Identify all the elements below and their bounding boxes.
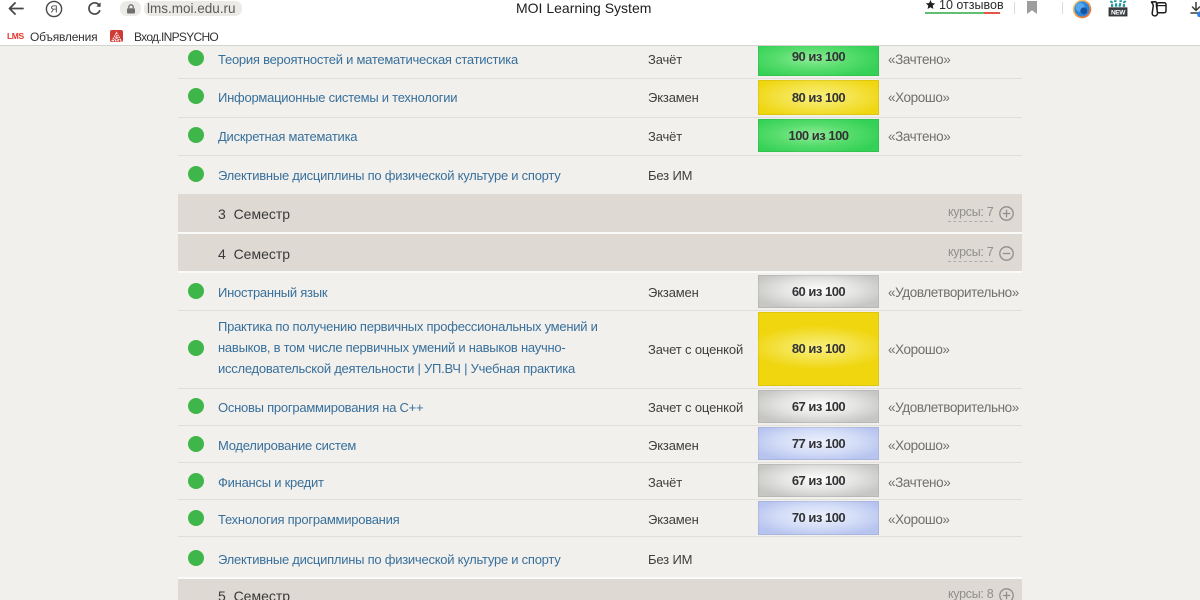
svg-text:NEW: NEW [1111, 9, 1126, 16]
svg-text:Я: Я [50, 5, 57, 16]
